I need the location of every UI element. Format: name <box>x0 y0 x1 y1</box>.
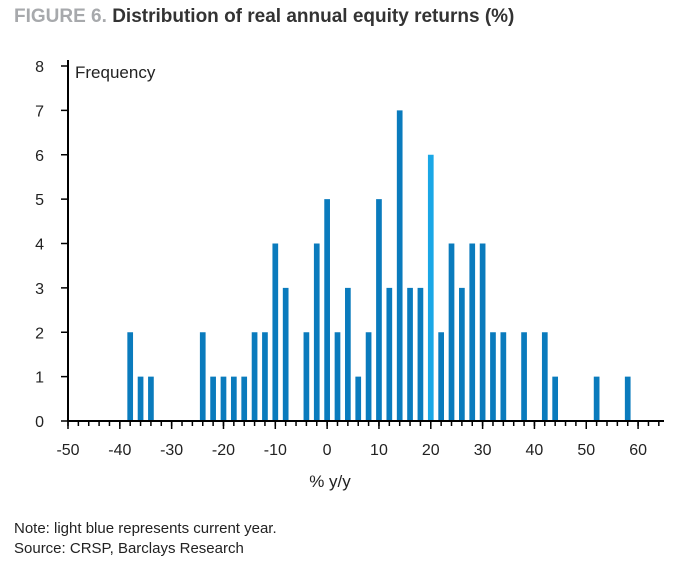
bar <box>396 110 403 422</box>
bar <box>521 332 527 421</box>
bar <box>427 154 434 421</box>
x-tick-label: 10 <box>370 442 388 459</box>
y-tick-label: 0 <box>35 414 44 431</box>
x-tick-label: 0 <box>323 442 332 459</box>
x-tick-label: -10 <box>264 442 287 459</box>
bar <box>593 376 600 422</box>
bar <box>365 332 372 421</box>
bar <box>313 243 320 421</box>
x-tick-label: -20 <box>212 442 235 459</box>
bar <box>407 287 413 422</box>
bar <box>303 332 310 421</box>
source-text: Source: CRSP, Barclays Research <box>14 540 244 557</box>
y-tick-label: 6 <box>35 148 44 165</box>
x-tick-label: -40 <box>108 442 131 459</box>
figure-title: FIGURE 6. Distribution of real annual eq… <box>14 6 514 28</box>
axes-group: 0 1 2 3 4 5 6 7 8 -50 -40 -30 -20 -10 0 10 20 30 40 50 60 <box>35 59 664 459</box>
x-axis-label: % y/y <box>309 472 351 491</box>
y-tick-label: 4 <box>35 237 44 254</box>
bar <box>469 243 476 421</box>
bar <box>541 332 548 421</box>
x-tick-label: 20 <box>422 442 440 459</box>
bar <box>345 287 351 422</box>
bar <box>417 287 424 422</box>
bar <box>552 376 559 422</box>
bar <box>282 287 289 422</box>
bar <box>262 332 268 421</box>
bar <box>438 332 444 421</box>
bar <box>624 376 631 422</box>
bar <box>230 376 237 422</box>
bar <box>500 332 507 421</box>
bar <box>199 332 206 421</box>
y-axis-label: Frequency <box>75 63 156 82</box>
x-tick-label: 50 <box>577 442 595 459</box>
x-tick-label: 30 <box>474 442 492 459</box>
x-tick-label: -50 <box>56 442 79 459</box>
bar <box>324 199 330 422</box>
note-text: Note: light blue represents current year… <box>14 520 277 537</box>
bar <box>448 243 455 421</box>
bar <box>334 332 341 421</box>
bar <box>241 376 248 422</box>
bar <box>251 332 258 421</box>
bar <box>459 287 465 422</box>
x-tick-label: 60 <box>629 442 647 459</box>
bar <box>148 376 154 422</box>
notes: Note: light blue represents current year… <box>14 519 277 559</box>
y-tick-label: 7 <box>35 103 44 120</box>
bar <box>137 376 144 422</box>
bar <box>210 376 216 422</box>
bar <box>220 376 227 422</box>
y-tick-label: 5 <box>35 192 44 209</box>
figure-number: FIGURE 6. <box>14 6 107 27</box>
bar <box>376 199 382 422</box>
bar <box>355 376 362 422</box>
bars-group <box>127 110 631 422</box>
figure-title-text: Distribution of real annual equity retur… <box>112 6 515 27</box>
bar <box>272 243 279 421</box>
x-tick-label: -30 <box>160 442 183 459</box>
bar <box>127 332 134 421</box>
y-tick-label: 3 <box>35 281 44 298</box>
bar <box>386 287 393 422</box>
y-tick-label: 8 <box>35 59 44 76</box>
x-tick-label: 40 <box>526 442 544 459</box>
bar <box>490 332 496 421</box>
y-tick-label: 2 <box>35 325 44 342</box>
bar <box>479 243 486 421</box>
y-tick-label: 1 <box>35 370 44 387</box>
